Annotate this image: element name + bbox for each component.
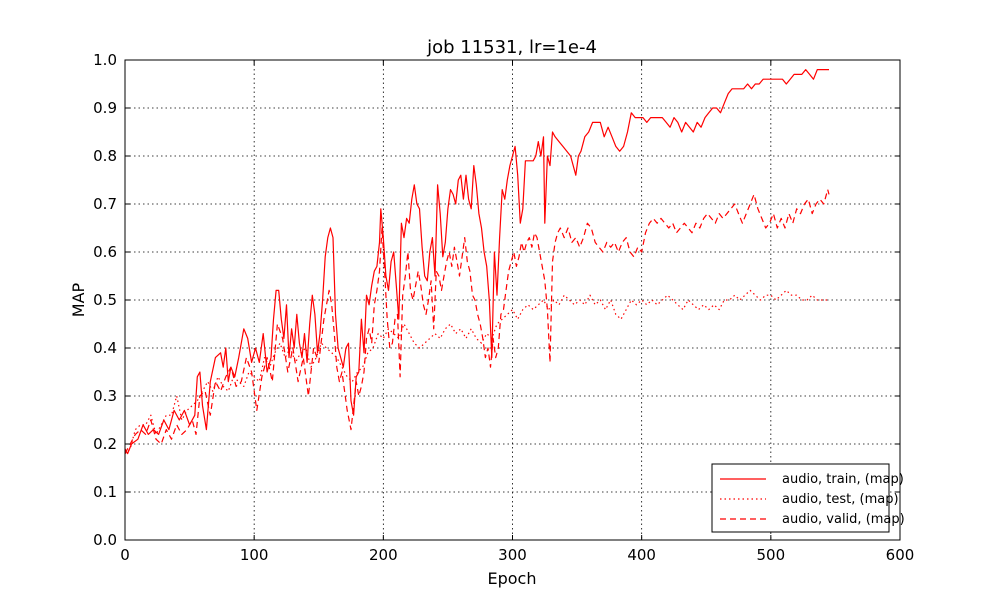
y-tick-label: 1.0 bbox=[93, 51, 117, 69]
x-tick-label: 400 bbox=[627, 546, 656, 564]
series-line-solid bbox=[124, 68, 829, 455]
x-tick-label: 600 bbox=[886, 546, 915, 564]
y-tick-label: 0.0 bbox=[93, 531, 117, 549]
y-axis: 0.0 0.1 0.2 0.3 0.4 0.5 0.6 0.7 0.8 0.9 1.0 bbox=[93, 51, 900, 549]
series-line-dashed bbox=[124, 189, 830, 454]
legend-entry-label: audio, valid, (map) bbox=[782, 512, 905, 527]
y-tick-label: 0.3 bbox=[93, 387, 117, 405]
y-tick-label: 0.6 bbox=[93, 243, 117, 261]
x-tick-label: 0 bbox=[120, 546, 130, 564]
y-tick-label: 0.5 bbox=[93, 291, 117, 309]
legend-entry-label: audio, train, (map) bbox=[782, 472, 904, 487]
x-tick-label: 200 bbox=[369, 546, 398, 564]
y-tick-label: 0.4 bbox=[93, 339, 117, 357]
series-layer bbox=[124, 68, 830, 455]
x-tick-label: 500 bbox=[757, 546, 786, 564]
y-tick-label: 0.8 bbox=[93, 147, 117, 165]
chart-title: job 11531, lr=1e-4 bbox=[426, 37, 597, 58]
x-axis: 0 100 200 300 400 500 600 bbox=[120, 60, 914, 564]
y-tick-label: 0.1 bbox=[93, 483, 117, 501]
legend-box bbox=[711, 463, 890, 533]
y-axis-label: MAP bbox=[69, 282, 88, 317]
legend-entry-label: audio, test, (map) bbox=[782, 492, 899, 507]
x-tick-label: 100 bbox=[240, 546, 269, 564]
x-tick-label: 300 bbox=[498, 546, 527, 564]
x-axis-label: Epoch bbox=[488, 569, 537, 588]
y-tick-label: 0.9 bbox=[93, 99, 117, 117]
y-tick-label: 0.7 bbox=[93, 195, 117, 213]
y-tick-label: 0.2 bbox=[93, 435, 117, 453]
legend: audio, train, (map) audio, test, (map) aud… bbox=[711, 463, 905, 533]
